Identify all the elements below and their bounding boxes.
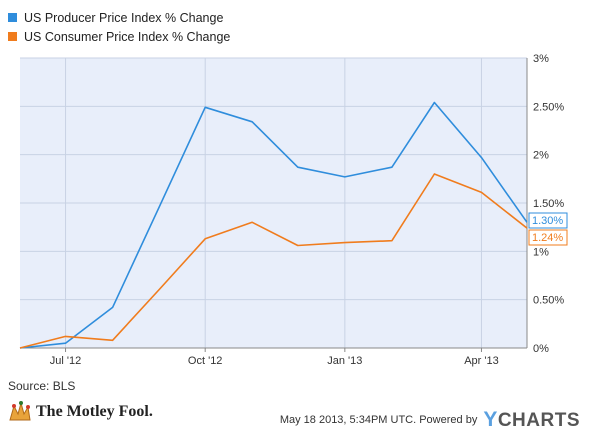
timestamp-text: May 18 2013, 5:34PM UTC. Powered by <box>279 414 478 426</box>
motley-fool-logo: The Motley Fool. <box>8 400 153 424</box>
y-tick-label: 1% <box>533 246 549 258</box>
x-tick-label: Oct '12 <box>188 355 223 367</box>
ycharts-logo[interactable]: YCHARTS <box>483 408 580 432</box>
y-tick-label: 1.50% <box>533 198 564 210</box>
end-value-text: 1.30% <box>532 215 563 227</box>
end-value-label-cpi: 1.24% <box>528 229 568 246</box>
legend-swatch-ppi <box>8 13 17 22</box>
jester-hat-icon <box>9 401 31 421</box>
legend-label-cpi: US Consumer Price Index % Change <box>24 29 231 44</box>
y-tick-label: 3% <box>533 53 549 65</box>
line-chart: 0% 0.50% 1% 1.50% 2% 2.50% 3% Jul '12 Oct '12 Jan… <box>19 53 568 367</box>
y-tick-label: 0% <box>533 343 549 355</box>
legend-swatch-cpi <box>8 32 17 41</box>
source-note: Source: BLS <box>8 379 76 393</box>
footer-credit: May 18 2013, 5:34PM UTC. Powered by YCHA… <box>280 408 580 432</box>
x-tick-label: Jul '12 <box>50 355 81 367</box>
x-tick-label: Jan '13 <box>327 355 362 367</box>
end-value-label-ppi: 1.30% <box>528 212 568 229</box>
end-value-box <box>528 229 568 246</box>
motley-fool-wordmark: The Motley Fool. <box>36 403 153 420</box>
series-line-ppi <box>19 101 528 349</box>
end-value-box <box>528 212 568 229</box>
y-tick-label: 2% <box>533 150 549 162</box>
legend-item-cpi[interactable]: US Consumer Price Index % Change <box>8 27 230 46</box>
series-line-cpi <box>19 173 528 349</box>
legend-label-ppi: US Producer Price Index % Change <box>24 10 224 25</box>
chart-legend: US Producer Price Index % Change US Cons… <box>8 8 230 46</box>
end-value-text: 1.24% <box>532 232 563 244</box>
ycharts-logo-rest: CHARTS <box>497 410 580 431</box>
legend-item-ppi[interactable]: US Producer Price Index % Change <box>8 8 230 27</box>
x-tick-label: Apr '13 <box>464 355 499 367</box>
ycharts-logo-y: Y <box>483 408 498 431</box>
y-tick-label: 2.50% <box>533 101 564 113</box>
y-tick-label: 0.50% <box>533 295 564 307</box>
